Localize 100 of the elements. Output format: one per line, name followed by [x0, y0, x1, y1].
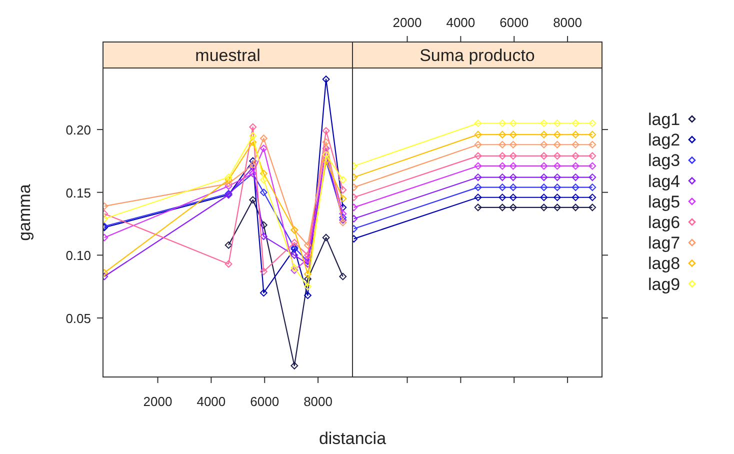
point [322, 76, 330, 84]
point [540, 174, 548, 181]
point [498, 130, 506, 138]
point [260, 170, 268, 178]
point [540, 194, 548, 202]
point [304, 275, 312, 283]
point [509, 174, 517, 181]
point [339, 218, 347, 226]
point [304, 255, 312, 263]
point [554, 120, 561, 127]
point [304, 282, 312, 290]
point [509, 152, 517, 160]
point [249, 196, 257, 204]
y-axis-title: gamma [15, 184, 34, 241]
point [474, 162, 482, 170]
point [322, 144, 330, 152]
point [554, 130, 561, 138]
x-tick-label: 6000 [500, 15, 529, 30]
legend-label: lag9 [648, 274, 680, 294]
point [260, 188, 268, 196]
point [509, 194, 517, 202]
point [498, 194, 506, 202]
chart-title: muestral [195, 46, 260, 65]
point [540, 120, 548, 127]
legend-label: lag2 [648, 130, 680, 150]
point [322, 234, 330, 242]
point [588, 204, 596, 212]
point [474, 194, 482, 202]
point [339, 210, 347, 218]
y-tick-label: 0.15 [66, 185, 91, 200]
point [304, 251, 312, 259]
legend-label: lag6 [648, 213, 680, 232]
point [224, 260, 232, 268]
point [474, 184, 482, 192]
point [339, 214, 347, 222]
point [498, 120, 506, 127]
point [540, 152, 548, 160]
point [260, 221, 268, 229]
point [304, 241, 312, 249]
point [304, 270, 312, 278]
point [540, 140, 548, 148]
point [588, 174, 596, 181]
point [260, 144, 268, 152]
point [290, 362, 298, 370]
point [290, 238, 298, 246]
point [474, 140, 482, 148]
point [304, 260, 312, 268]
point [509, 184, 517, 192]
y-tick-label: 0.20 [66, 122, 91, 138]
point [498, 204, 506, 212]
point [572, 140, 580, 148]
point [554, 184, 561, 192]
point [572, 174, 580, 181]
point [304, 292, 312, 300]
point [290, 264, 298, 272]
point [260, 268, 268, 276]
point [588, 140, 596, 148]
legend-label: lag3 [648, 151, 680, 170]
point [509, 162, 517, 170]
point [509, 130, 517, 138]
point [554, 194, 561, 202]
legend-label: lag8 [648, 254, 680, 274]
y-tick-label: 0.05 [66, 310, 91, 326]
point [588, 162, 596, 170]
point [224, 182, 232, 190]
point [572, 152, 580, 160]
point [588, 120, 596, 127]
point [588, 184, 596, 192]
point [474, 174, 482, 181]
x-tick-label: 2000 [143, 394, 172, 409]
chart-title: Suma producto [420, 46, 535, 65]
point [498, 184, 506, 192]
point [224, 241, 232, 249]
y-tick-label: 0.10 [66, 248, 91, 264]
x-tick-label: 8000 [553, 15, 582, 30]
point [572, 184, 580, 192]
point [474, 204, 482, 212]
point [540, 130, 548, 138]
point [339, 216, 347, 224]
point [249, 161, 257, 168]
point [498, 140, 506, 148]
point [224, 174, 232, 181]
point [588, 130, 596, 138]
point [554, 204, 561, 212]
legend-label: lag1 [648, 110, 680, 129]
point [474, 120, 482, 127]
point [260, 176, 268, 184]
point [554, 162, 561, 170]
point [572, 204, 580, 212]
point [572, 194, 580, 202]
point [572, 130, 580, 138]
point [339, 272, 347, 280]
x-tick-label: 2000 [392, 15, 422, 30]
point [572, 162, 580, 170]
point [588, 152, 596, 160]
point [540, 184, 548, 192]
point [260, 232, 268, 240]
point [588, 194, 596, 202]
point [554, 140, 561, 148]
x-tick-label: 4000 [196, 394, 226, 409]
